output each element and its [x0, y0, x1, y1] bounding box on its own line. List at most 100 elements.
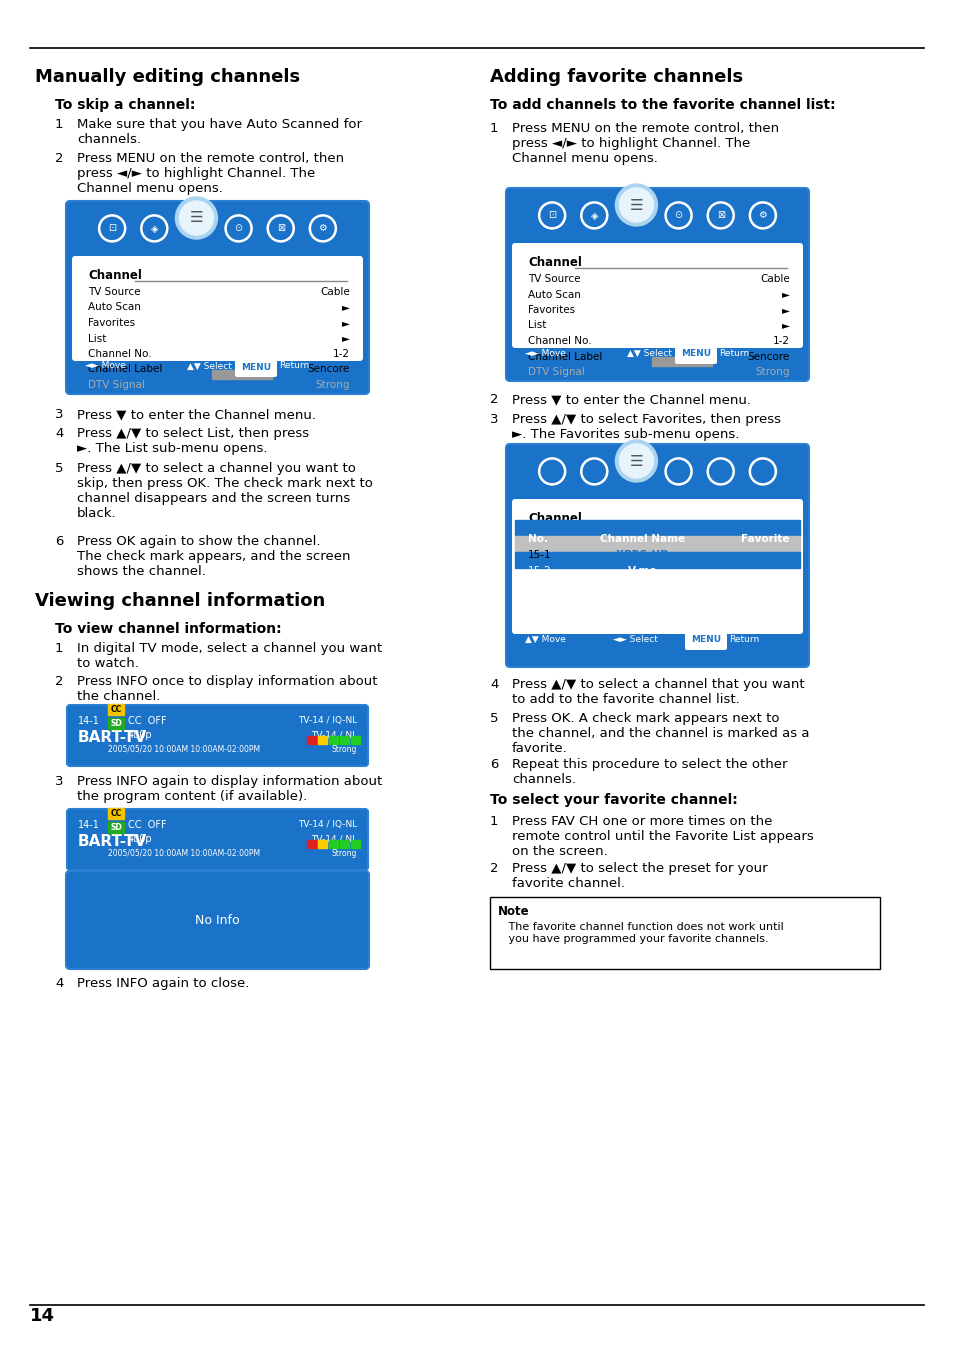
Text: 2: 2 — [55, 675, 64, 688]
Text: MENU: MENU — [241, 363, 271, 371]
Circle shape — [175, 197, 217, 239]
Text: Repeat this procedure to select the other
channels.: Repeat this procedure to select the othe… — [512, 757, 786, 786]
Text: ⊙: ⊙ — [674, 211, 682, 220]
Bar — [515, 536, 800, 552]
Text: 14-1: 14-1 — [78, 819, 100, 830]
Bar — [108, 822, 124, 833]
Bar — [329, 736, 337, 744]
Text: 15-2: 15-2 — [527, 566, 551, 576]
FancyBboxPatch shape — [512, 243, 802, 348]
FancyBboxPatch shape — [675, 344, 717, 364]
Text: CC: CC — [111, 705, 121, 714]
Bar — [108, 809, 124, 819]
Text: SD: SD — [110, 718, 122, 728]
Text: Press ▼ to enter the Channel menu.: Press ▼ to enter the Channel menu. — [512, 393, 750, 406]
Text: MENU: MENU — [680, 350, 710, 359]
Text: Press ▲/▼ to select a channel that you want
to add to the favorite channel list.: Press ▲/▼ to select a channel that you w… — [512, 678, 803, 706]
FancyBboxPatch shape — [67, 809, 368, 869]
Text: No.: No. — [527, 535, 547, 544]
Text: Favorites: Favorites — [527, 305, 575, 315]
Text: 4: 4 — [55, 977, 63, 990]
Text: 1: 1 — [55, 117, 64, 131]
Text: ☰: ☰ — [190, 211, 203, 225]
FancyBboxPatch shape — [67, 705, 368, 765]
Text: 5: 5 — [55, 462, 64, 475]
Text: Channel: Channel — [527, 256, 581, 269]
FancyBboxPatch shape — [505, 188, 808, 381]
Text: ◄► Move: ◄► Move — [524, 348, 565, 358]
Text: TV Source: TV Source — [527, 274, 579, 284]
Text: Viewing channel information: Viewing channel information — [35, 593, 325, 610]
Text: 1-2: 1-2 — [333, 350, 350, 359]
Text: 4: 4 — [55, 427, 63, 440]
Text: ►: ► — [341, 319, 350, 328]
Text: TV Source: TV Source — [88, 288, 140, 297]
Text: Press MENU on the remote control, then
press ◄/► to highlight Channel. The
Chann: Press MENU on the remote control, then p… — [77, 153, 344, 194]
Text: Auto Scan: Auto Scan — [527, 289, 580, 300]
Bar — [317, 736, 327, 744]
Text: ►: ► — [341, 302, 350, 312]
FancyBboxPatch shape — [71, 256, 363, 360]
Bar — [317, 840, 327, 848]
Text: V-me: V-me — [627, 566, 657, 576]
Text: 14: 14 — [30, 1307, 55, 1324]
Text: Note: Note — [497, 904, 529, 918]
Text: ►: ► — [341, 333, 350, 343]
Text: SD: SD — [110, 822, 122, 832]
Text: Press INFO again to close.: Press INFO again to close. — [77, 977, 249, 990]
Text: ◄► Select: ◄► Select — [613, 634, 658, 644]
Bar — [108, 718, 124, 729]
Text: TV-14 / NL: TV-14 / NL — [311, 834, 356, 842]
FancyBboxPatch shape — [684, 630, 726, 649]
Circle shape — [615, 184, 657, 225]
Bar — [339, 736, 349, 744]
Text: TV-14 / IQ-NL: TV-14 / IQ-NL — [297, 819, 356, 829]
Text: In digital TV mode, select a channel you want
to watch.: In digital TV mode, select a channel you… — [77, 643, 382, 670]
Text: Press INFO once to display information about
the channel.: Press INFO once to display information a… — [77, 675, 377, 703]
Circle shape — [618, 444, 653, 478]
Text: Press OK again to show the channel.
The check mark appears, and the screen
shows: Press OK again to show the channel. The … — [77, 535, 350, 578]
Bar — [651, 356, 711, 366]
Text: Manually editing channels: Manually editing channels — [35, 68, 300, 86]
Text: Press FAV CH one or more times on the
remote control until the Favorite List app: Press FAV CH one or more times on the re… — [512, 815, 813, 859]
Text: 6: 6 — [55, 535, 63, 548]
Text: TV-14 / IQ-NL: TV-14 / IQ-NL — [297, 716, 356, 725]
Text: 1: 1 — [490, 815, 498, 828]
Text: Press ▲/▼ to select a channel you want to
skip, then press OK. The check mark ne: Press ▲/▼ to select a channel you want t… — [77, 462, 373, 520]
Text: Favorite: Favorite — [740, 535, 789, 544]
Text: ◈: ◈ — [151, 223, 158, 234]
Bar — [329, 840, 337, 848]
Text: Cable: Cable — [760, 274, 789, 284]
Bar — [351, 736, 359, 744]
Text: ▲▼ Move: ▲▼ Move — [524, 634, 565, 644]
Text: Channel Label: Channel Label — [527, 351, 601, 362]
Text: Press ▲/▼ to select List, then press
►. The List sub-menu opens.: Press ▲/▼ to select List, then press ►. … — [77, 427, 309, 455]
Text: 5: 5 — [490, 711, 498, 725]
Text: ▲▼ Select: ▲▼ Select — [187, 362, 232, 370]
Text: 480p: 480p — [128, 730, 152, 740]
Text: Press OK. A check mark appears next to
the channel, and the channel is marked as: Press OK. A check mark appears next to t… — [512, 711, 809, 755]
Text: ⚙: ⚙ — [758, 211, 766, 220]
Text: DTV Signal: DTV Signal — [88, 379, 145, 390]
Circle shape — [618, 188, 653, 221]
Text: CC: CC — [111, 809, 121, 818]
Text: To add channels to the favorite channel list:: To add channels to the favorite channel … — [490, 99, 835, 112]
Text: List: List — [527, 320, 546, 331]
Text: Return: Return — [719, 348, 748, 358]
Text: The favorite channel function does not work until
   you have programmed your fa: The favorite channel function does not w… — [497, 922, 783, 944]
Text: ►: ► — [781, 305, 789, 315]
Text: 4: 4 — [490, 678, 497, 691]
Text: BART-TV: BART-TV — [78, 730, 147, 745]
Bar — [307, 736, 315, 744]
Text: CC  OFF: CC OFF — [128, 716, 167, 726]
Text: Channel No.: Channel No. — [527, 336, 591, 346]
Bar — [307, 840, 315, 848]
Text: No Info: No Info — [195, 914, 239, 926]
Bar — [212, 370, 272, 379]
Text: Auto Scan: Auto Scan — [88, 302, 141, 312]
Text: 480p: 480p — [128, 834, 152, 844]
Text: 6: 6 — [490, 757, 497, 771]
Text: ▲▼ Select: ▲▼ Select — [626, 348, 671, 358]
FancyBboxPatch shape — [512, 500, 802, 634]
Text: ⚙: ⚙ — [318, 223, 327, 234]
